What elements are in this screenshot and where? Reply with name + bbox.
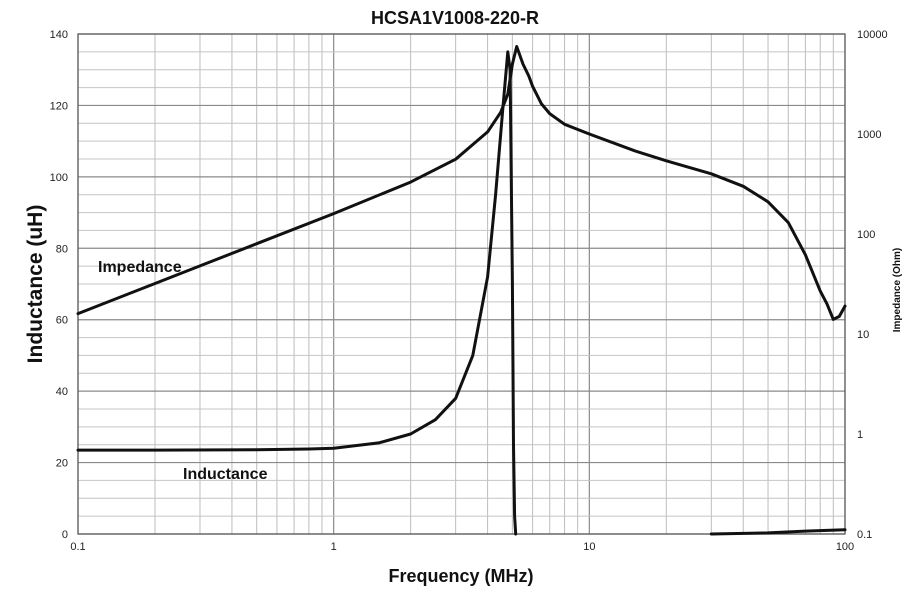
x-tick-label: 1 — [331, 541, 337, 553]
y-tick-label: 60 — [56, 315, 68, 327]
y-tick-label: 100 — [50, 172, 68, 184]
inductance-label: Inductance — [183, 466, 268, 483]
ticks-layer: 0.1 1 10 1000204060801001201400.11101001000… — [50, 29, 888, 553]
x-tick-label: 0.1 — [70, 541, 85, 553]
chart-title: HCSA1V1008-220-R — [371, 8, 539, 28]
x-tick-label: 10 — [583, 541, 595, 553]
y-tick-label: 40 — [56, 386, 68, 398]
y-tick-label: 20 — [56, 458, 68, 470]
x-tick-label: 100 — [836, 541, 854, 553]
y2-tick-label: 100 — [857, 229, 875, 241]
y-tick-label: 0 — [62, 529, 68, 541]
impedance-label: Impedance — [98, 259, 182, 276]
inductance-line — [709, 528, 847, 536]
y-tick-label: 120 — [50, 100, 68, 112]
y2-tick-label: 10000 — [857, 29, 888, 41]
series-layer — [76, 45, 847, 536]
y2-tick-label: 1000 — [857, 129, 881, 141]
grid — [77, 33, 846, 535]
y2-axis-title: Impedance (Ohm) — [892, 248, 903, 332]
y-tick-label: 80 — [56, 243, 68, 255]
inductance-line — [76, 50, 518, 536]
y2-tick-label: 0.1 — [857, 529, 872, 541]
y2-tick-label: 10 — [857, 329, 869, 341]
y-tick-label: 140 — [50, 29, 68, 41]
y2-tick-label: 1 — [857, 429, 863, 441]
x-axis-title: Frequency (MHz) — [388, 566, 533, 586]
plot-border — [77, 33, 846, 535]
impedance-line — [76, 45, 847, 321]
y-axis-title: Inductance (uH) — [24, 205, 47, 364]
